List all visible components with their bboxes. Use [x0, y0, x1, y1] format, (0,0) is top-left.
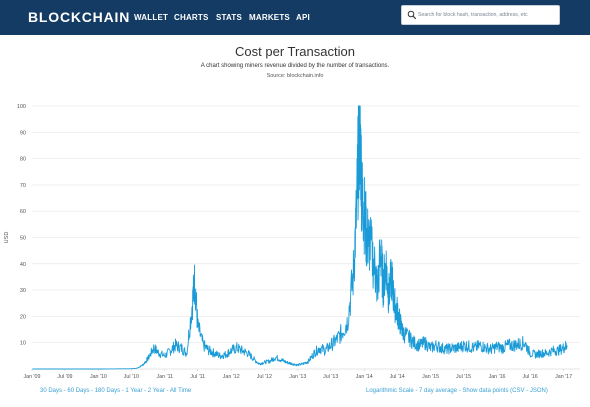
range-1-year[interactable]: 1 Year — [125, 388, 143, 394]
nav-item-stats[interactable]: STATS — [216, 13, 243, 22]
export-json-link[interactable]: JSON — [529, 388, 546, 394]
range-30-days[interactable]: 30 Days — [40, 388, 63, 394]
y-tick-label: 10 — [20, 341, 26, 347]
x-tick-label: Jul '11 — [190, 374, 205, 380]
y-tick-label: 80 — [20, 157, 26, 163]
x-tick-label: Jan '12 — [223, 374, 240, 380]
x-tick-label: Jul '12 — [257, 374, 272, 380]
nav-item-api[interactable]: API — [296, 13, 310, 22]
x-tick-label: Jan '17 — [555, 374, 572, 380]
y-tick-label: 20 — [20, 314, 26, 320]
top-nav-bar: BLOCKCHAIN WALLET CHARTS STATS MARKETS A… — [0, 0, 590, 35]
nav-item-wallet[interactable]: WALLET — [134, 13, 169, 22]
range-all-time[interactable]: All Time — [169, 388, 192, 394]
y-tick-label: 50 — [20, 236, 26, 242]
logarithmic-scale-toggle[interactable]: Logarithmic Scale — [366, 388, 414, 394]
series-line — [32, 105, 568, 370]
x-tick-label: Jan '11 — [157, 374, 174, 380]
y-tick-label: 70 — [20, 183, 26, 189]
y-tick-label: 90 — [20, 130, 26, 136]
export-csv-link[interactable]: CSV — [512, 388, 525, 394]
chart-title: Cost per Transaction — [235, 44, 355, 59]
x-tick-label: Jan '16 — [489, 374, 506, 380]
chart-subtitle: A chart showing miners revenue divided b… — [200, 63, 390, 69]
x-tick-label: Jul '15 — [456, 374, 471, 380]
x-tick-label: Jul '14 — [390, 374, 405, 380]
chart-source: Source: blockchain.info — [266, 73, 324, 79]
nav-item-markets[interactable]: MARKETS — [249, 13, 290, 22]
y-tick-label: 60 — [20, 209, 26, 215]
chart-options: Logarithmic Scale - 7 day average - Show… — [366, 388, 548, 394]
range-2-year[interactable]: 2 Year — [147, 388, 165, 394]
x-tick-label: Jan '15 — [422, 374, 439, 380]
x-tick-label: Jan '10 — [90, 374, 107, 380]
y-tick-label: 40 — [20, 262, 26, 268]
x-tick-label: Jan '14 — [356, 374, 373, 380]
search-icon — [407, 10, 417, 20]
y-axis-label: USD — [4, 232, 10, 244]
range-180-days[interactable]: 180 Days — [94, 388, 121, 394]
search-box[interactable] — [401, 5, 560, 25]
seven-day-average-toggle[interactable]: 7 day average — [419, 388, 458, 394]
show-data-points-toggle[interactable]: Show data points — [462, 388, 509, 394]
x-tick-label: Jan '09 — [24, 374, 41, 380]
search-input[interactable] — [418, 9, 556, 21]
x-tick-label: Jul '10 — [124, 374, 139, 380]
time-range-selector: 30 Days - 60 Days - 180 Days - 1 Year - … — [40, 388, 192, 394]
x-tick-label: Jul '09 — [57, 374, 72, 380]
range-60-days[interactable]: 60 Days — [67, 388, 90, 394]
cost-per-transaction-chart: 10 20 30 40 50 60 70 80 90 100 USD Jan '09 Jul '09 Ja… — [4, 104, 580, 380]
y-tick-label: 100 — [17, 104, 26, 110]
x-tick-label: Jul '13 — [323, 374, 338, 380]
brand-logo[interactable]: BLOCKCHAIN — [28, 9, 131, 25]
nav-item-charts[interactable]: CHARTS — [174, 13, 209, 22]
x-tick-label: Jul '16 — [523, 374, 538, 380]
y-tick-label: 30 — [20, 288, 26, 294]
x-tick-label: Jan '13 — [289, 374, 306, 380]
